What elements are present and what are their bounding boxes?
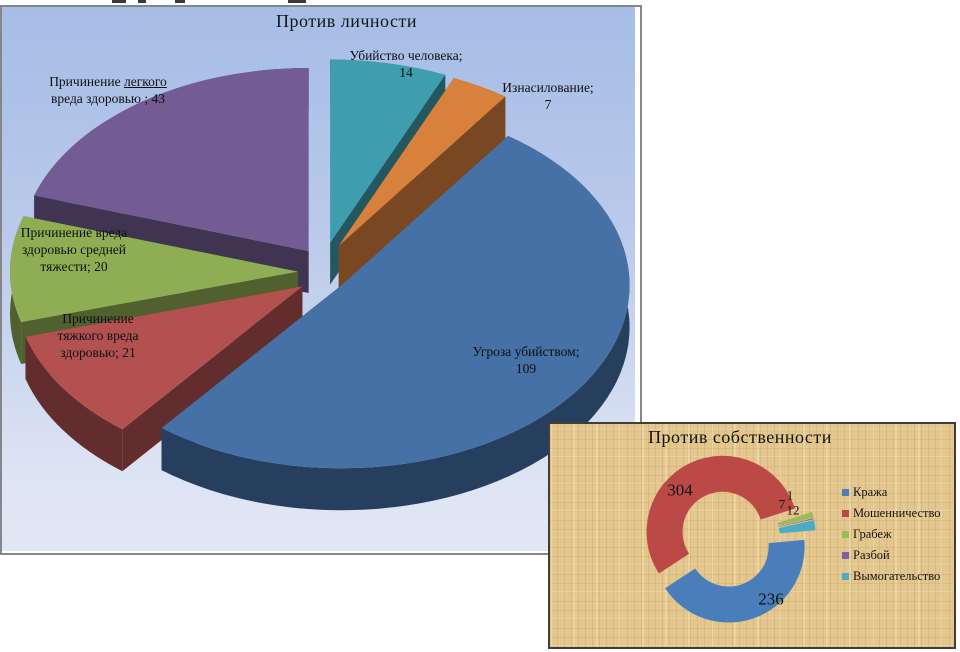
legend-item-brigandage: Разбой	[842, 545, 941, 566]
data-label-light-harm: Причинение легкого вреда здоровью ; 43	[49, 74, 167, 106]
legend-marker-icon	[842, 573, 849, 580]
pie-slice	[646, 455, 795, 574]
pie-3d-chart	[10, 59, 630, 511]
pie-slice	[338, 78, 506, 246]
chart-panel-against-person: Против личности Убийство человека; 14 Из…	[0, 5, 642, 555]
data-label-moderate-harm: Причинение вреда здоровью средней тяжест…	[20, 225, 128, 274]
pie-slice	[777, 511, 814, 526]
legend-item-extortion: Вымогательство	[842, 566, 941, 587]
data-label-murder: Убийство человека; 14	[349, 48, 463, 80]
pie-slice	[161, 135, 630, 469]
chart-panel-against-property: Против собственности 304 236 1 7 12 Краж…	[548, 422, 956, 649]
legend-marker-icon	[842, 531, 849, 538]
data-label-robbery: 7	[778, 496, 786, 512]
data-label-extortion: 12	[786, 502, 800, 518]
data-label-murder-threat: Угроза убийством; 109	[472, 344, 580, 376]
chart-title: Против личности	[276, 11, 417, 31]
pie-slice	[330, 59, 446, 243]
pie-slice	[665, 539, 805, 623]
data-label-theft: 236	[758, 589, 784, 609]
legend-item-theft: Кража	[842, 482, 941, 503]
pie-slice	[25, 286, 303, 430]
pie-slice	[10, 216, 299, 323]
data-label-grievous-harm: Причинение тяжкого вреда здоровью; 21	[57, 311, 139, 360]
chart-title: Против собственности	[648, 427, 832, 447]
data-label-fraud: 304	[667, 480, 693, 500]
pie-slice	[25, 336, 123, 472]
pie-plot-area: Против личности Убийство человека; 14 Из…	[2, 7, 635, 551]
data-label-rape: Изнасилование; 7	[502, 80, 594, 112]
legend: Кража Мошенничество Грабеж Разбой Вымога…	[842, 482, 941, 587]
pie-slice	[338, 96, 506, 288]
legend-marker-icon	[842, 489, 849, 496]
cropped-text-fragment	[288, 0, 306, 3]
legend-marker-icon	[842, 552, 849, 559]
cropped-text-fragment	[175, 0, 185, 3]
legend-item-robbery: Грабеж	[842, 524, 941, 545]
cropped-text-fragment	[138, 0, 146, 3]
legend-item-fraud: Мошенничество	[842, 503, 941, 524]
pie-slice	[778, 518, 814, 528]
legend-marker-icon	[842, 510, 849, 517]
pie-slice	[34, 68, 309, 252]
donut-chart	[646, 455, 816, 623]
pie-slice	[778, 520, 816, 534]
data-label-brigandage: 1	[786, 487, 794, 503]
cropped-text-fragment	[112, 0, 126, 3]
pie-slice	[161, 135, 630, 511]
